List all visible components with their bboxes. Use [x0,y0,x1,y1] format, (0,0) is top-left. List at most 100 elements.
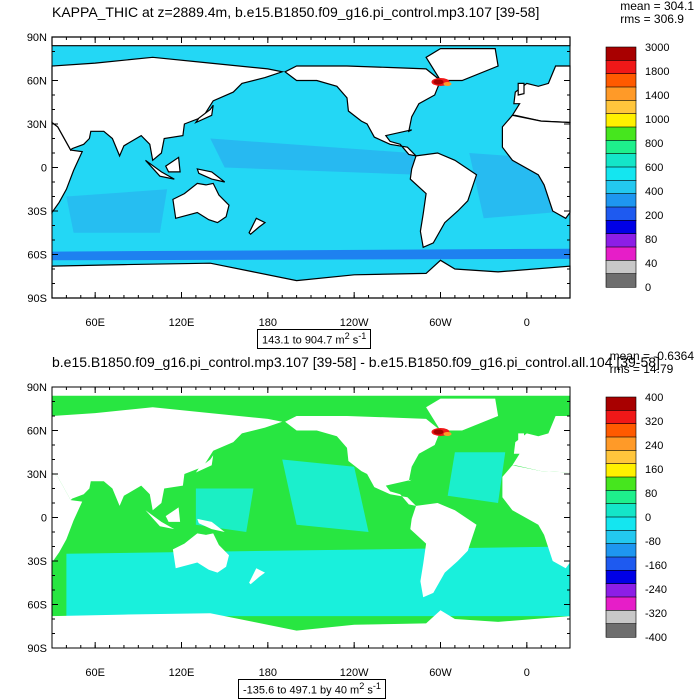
hotspot-edge [443,431,452,436]
y-tick-label: 60N [27,76,47,88]
colorbar-swatch [605,73,637,88]
y-tick-label: 30N [27,119,47,131]
colorbar-label: 80 [645,488,657,500]
colorbar-label: 400 [645,186,663,198]
hotspot-core [433,429,444,435]
top-rms-label: rms = 306.9 [620,12,684,26]
land-mass-0 [52,472,83,563]
x-tick-label: 180 [259,317,277,329]
x-tick-label: 60W [429,667,452,679]
land-mass-2 [145,159,175,180]
bottom-range-label: -135.6 to 497.1 by 40 m2 s-1 [238,679,386,699]
field-band-3 [52,248,570,261]
colorbar-swatch [605,153,637,168]
land-mass-9 [425,48,499,82]
x-tick-label: 180 [259,667,277,679]
bottom-map-plot: 90N 60N 30N 0 30S 60S 90S 60E 120E 180 120W 60W 0 400… [27,382,667,679]
colorbar-label: 3000 [645,42,669,54]
colorbar-label: 1000 [645,114,669,126]
x-tick-label: 60E [85,667,105,679]
land-mass-13 [517,82,525,96]
x-tick-label: 120E [169,667,195,679]
colorbar-label: 0 [645,282,651,294]
field-band-2 [195,488,254,532]
colorbar-label: 800 [645,138,663,150]
land-mass-2 [145,510,175,530]
x-tick-label: 0 [524,317,530,329]
x-tick-label: 120W [340,317,369,329]
top-panel: KAPPA_THIC at z=2889.4m, b.e15.B1850.f09… [27,0,694,349]
y-tick-label: 30N [27,469,47,481]
colorbar-swatch [605,220,637,235]
bottom-rms-label: rms = 14.79 [609,362,674,376]
hotspot-edge [443,81,452,86]
land-mass-13 [518,433,524,445]
land-mass-6 [249,568,265,585]
colorbar-swatch [605,570,637,585]
colorbar-label: 200 [645,210,663,222]
bottom-mean-label: mean = -0.6364 [609,349,694,363]
colorbar-swatch [605,516,637,531]
y-tick-label: 60S [27,600,47,612]
field-band-0 [66,546,570,617]
colorbar-swatch [605,463,637,478]
x-tick-label: 60W [429,317,452,329]
y-tick-label: 60S [27,250,47,262]
top-range-sup1: 2 [344,331,350,341]
top-plot-stats: mean = 304.1 rms = 306.9 [620,0,694,26]
bottom-plot-stats: mean = -0.6364 rms = 14.79 [610,350,694,376]
colorbar-swatch [605,246,637,261]
colorbar-swatch [605,476,637,491]
colorbar-label: 0 [645,512,651,524]
top-range-text: 143.1 to 904.7 m [262,334,345,347]
land-mass-8 [283,65,442,157]
top-mean-label: mean = 304.1 [620,0,694,13]
land-mass-10 [409,152,478,249]
top-map-plot: 90N 60N 30N 0 30S 60S 90S 60E 120E 180 120W 60W 0 300… [27,32,670,329]
colorbar-label: 1400 [645,90,669,102]
bottom-range-mid: s [364,684,373,697]
land-mass-7 [194,104,214,124]
bottom-panel: b.e15.B1850.f09_g16.pi_control.mp3.107 [… [0,350,700,700]
land-mass-14 [52,610,570,648]
colorbar-swatch [605,193,637,208]
top-range-label: 143.1 to 904.7 m2 s-1 [257,329,372,349]
x-tick-label: 120E [169,317,195,329]
colorbar-swatch [605,126,637,141]
colorbar-swatch [605,166,637,181]
colorbar-swatch [605,490,637,505]
map-area [52,387,570,648]
colorbar-swatch [605,86,637,101]
colorbar-label: -80 [645,536,661,548]
map-area [51,36,571,299]
y-tick-label: 90S [27,643,47,655]
colorbar-swatch [605,60,637,75]
land-mass-4 [196,168,226,183]
colorbar-label: 1800 [645,66,669,78]
bottom-range-text: -135.6 to 497.1 by 40 m [243,684,360,697]
colorbar-label: 240 [645,440,663,452]
y-tick-label: 30S [27,556,47,568]
field-band-2 [66,189,168,233]
land-mass-5 [172,182,230,224]
colorbar-label: 400 [645,392,663,404]
y-tick-label: 30S [27,206,47,218]
land-mass-6 [248,217,267,236]
colorbar-swatch [605,273,637,288]
colorbar-swatch [605,140,637,155]
colorbar-label: 80 [645,234,657,246]
land-mass-7 [195,455,214,473]
colorbar-label: -320 [645,608,667,620]
field-band-0 [210,138,419,175]
hotspot-core [433,79,444,85]
colorbar-swatch [605,596,637,611]
colorbar-swatch [605,206,637,221]
y-tick-label: 0 [41,513,47,525]
y-tick-label: 90N [27,32,47,44]
y-tick-label: 60N [27,426,47,438]
bottom-plot-title: b.e15.B1850.f09_g16.pi_control.mp3.107 [… [52,354,660,370]
land-mass-1 [51,56,285,162]
land-mass-9 [426,398,499,431]
colorbar-swatch [605,233,637,248]
colorbar-label: 320 [645,416,663,428]
